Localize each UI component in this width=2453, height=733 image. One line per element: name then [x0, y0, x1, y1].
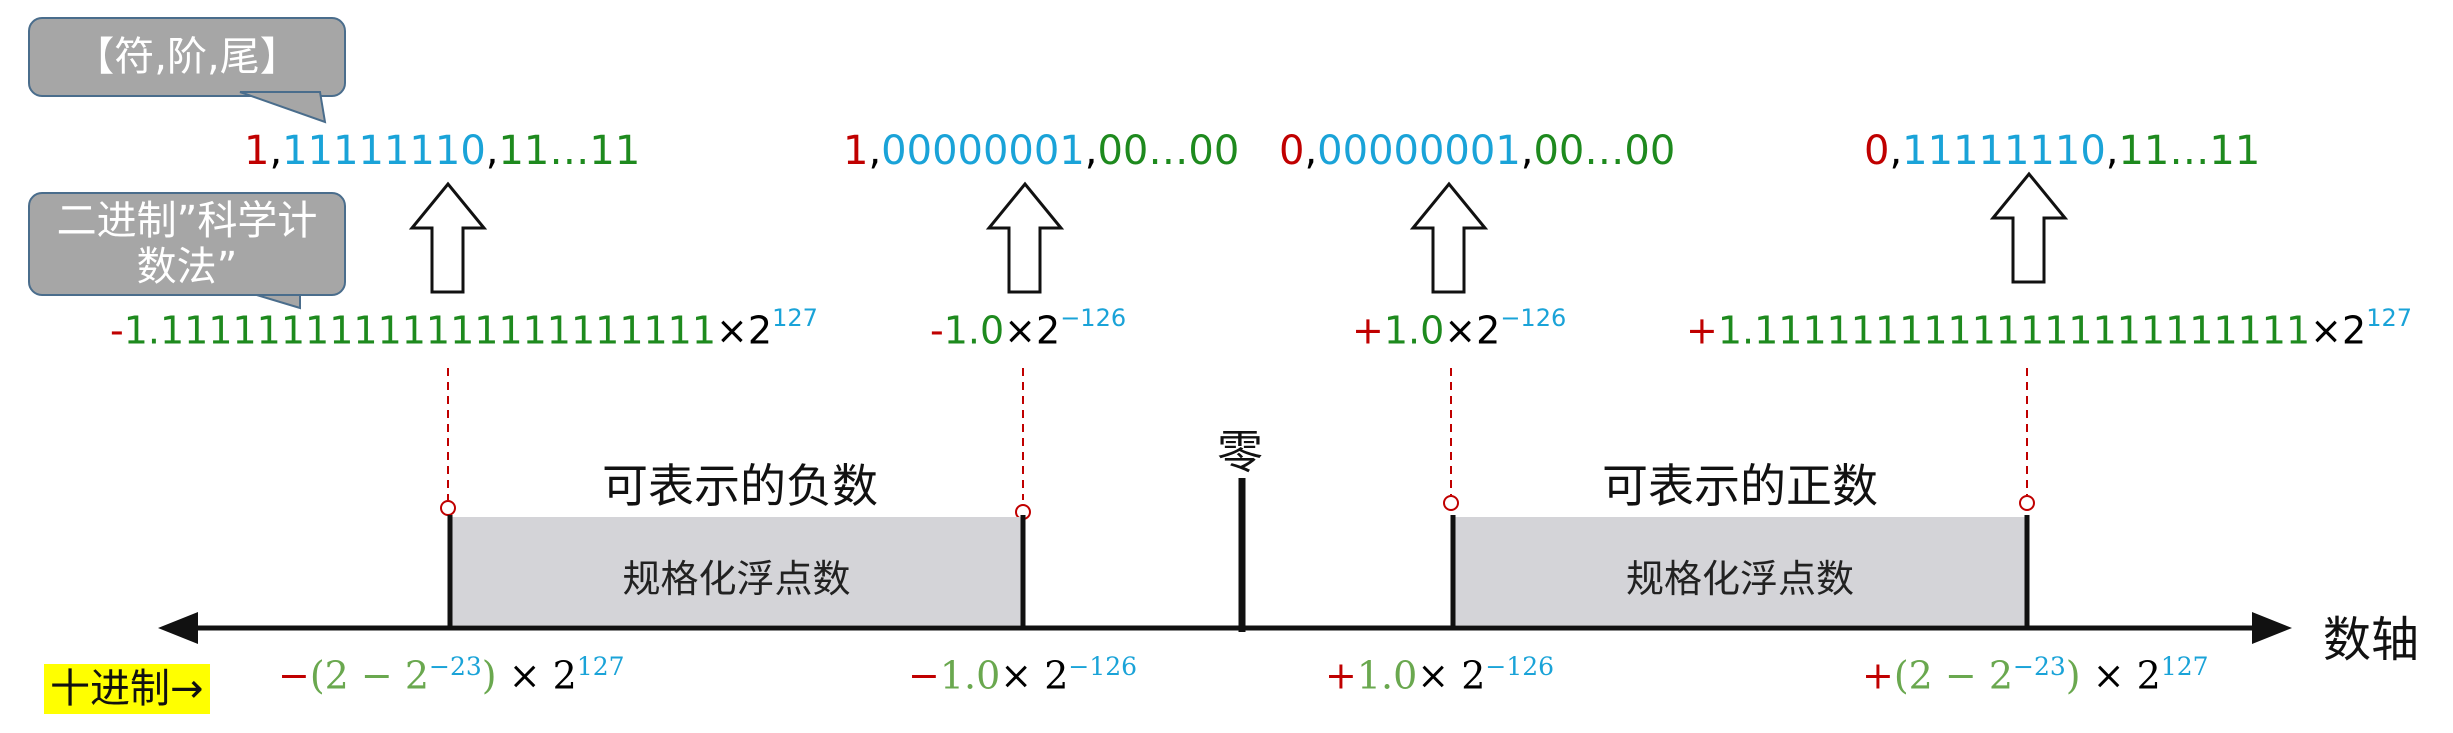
negative-region-title: 可表示的负数 — [602, 459, 878, 513]
boundary-point — [2019, 495, 2035, 511]
negative-region-label: 规格化浮点数 — [622, 557, 851, 601]
boundary-point — [1443, 495, 1459, 511]
decimal-value-2: −1.0× 2−126 — [908, 652, 1138, 698]
up-arrow-icon — [408, 181, 488, 294]
format-callout: 【符,阶,尾】 — [28, 17, 346, 97]
zero-label: 零 — [1217, 425, 1263, 479]
bit-pattern-1: 1,11111110,11…11 — [244, 128, 641, 174]
sci-notation-callout: 二进制”科学计数法” — [28, 192, 346, 296]
bit-pattern-3: 0,00000001,00…00 — [1279, 128, 1676, 174]
bit-pattern-2: 1,00000001,00…00 — [843, 128, 1240, 174]
sci-notation-callout-text: 二进制”科学计数法” — [56, 198, 318, 290]
format-callout-text: 【符,阶,尾】 — [74, 34, 300, 80]
negative-normalized-region — [450, 517, 1023, 625]
format-callout-tail — [239, 91, 327, 124]
decimal-value-3: +1.0× 2−126 — [1325, 652, 1555, 698]
up-arrow-icon — [1989, 171, 2069, 284]
up-arrow-icon — [1409, 181, 1489, 294]
positive-region-title: 可表示的正数 — [1602, 459, 1878, 513]
sci-value-2: -1.0×2−126 — [930, 304, 1127, 353]
decimal-value-4: +(2 − 2−23) × 2127 — [1862, 652, 2209, 698]
up-arrow-icon — [985, 181, 1065, 294]
positive-normalized-region — [1453, 517, 2027, 625]
sci-value-4: +1.11111111111111111111111×2127 — [1686, 304, 2413, 353]
axis-label: 数轴 — [2323, 612, 2420, 668]
axis-right-arrow-icon — [2252, 612, 2292, 644]
decimal-value-1: −(2 − 2−23) × 2127 — [278, 652, 625, 698]
bit-pattern-4: 0,11111110,11…11 — [1864, 128, 2261, 174]
axis-left-arrow-icon — [158, 612, 198, 644]
sci-value-1: -1.11111111111111111111111×2127 — [110, 304, 818, 353]
sci-value-3: +1.0×2−126 — [1352, 304, 1567, 353]
decimal-label: 十进制→ — [44, 656, 210, 714]
positive-region-label: 规格化浮点数 — [1625, 557, 1854, 601]
